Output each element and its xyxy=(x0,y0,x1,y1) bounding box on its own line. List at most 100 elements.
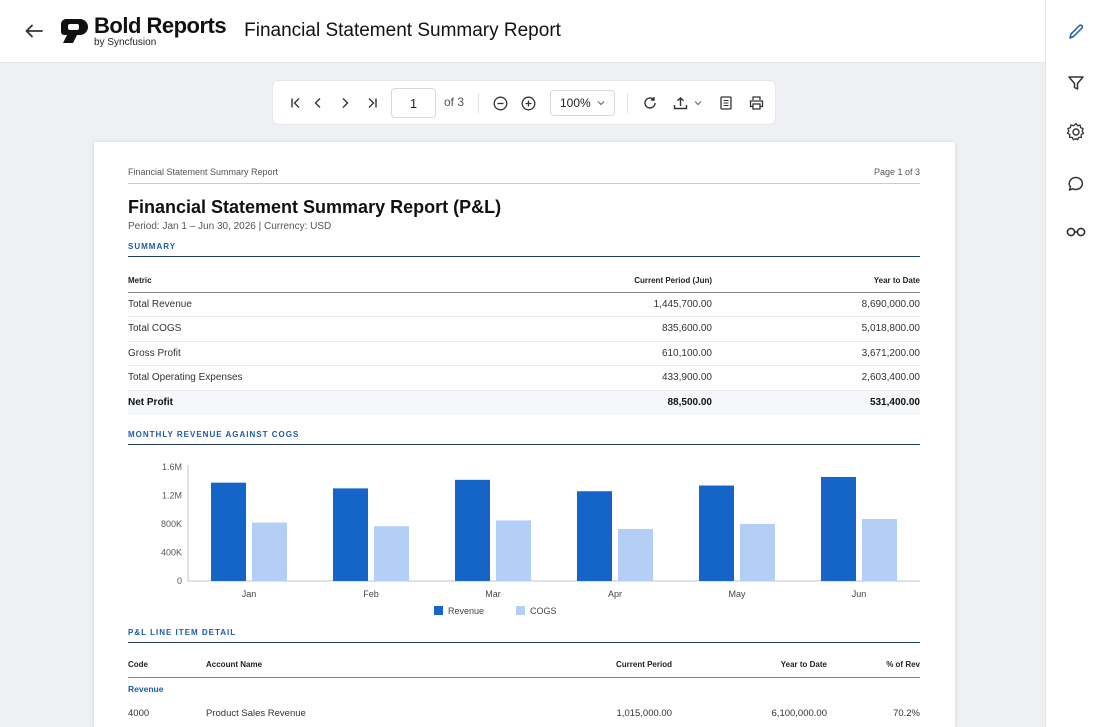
column-header: Current Period (Jun) xyxy=(588,270,712,293)
account-name-cell: Product Sales Revenue xyxy=(206,707,306,719)
ytd-cell: 2,603,400.00 xyxy=(712,365,920,391)
document-icon xyxy=(720,96,732,110)
glasses-icon xyxy=(1066,227,1086,237)
refresh-button[interactable] xyxy=(639,92,661,114)
column-header: Account Name xyxy=(206,652,516,678)
detail-table: Code Account Name Current Period Year to… xyxy=(128,652,920,725)
current-period-cell: 433,900.00 xyxy=(588,365,712,391)
detail-heading: P&L LINE ITEM DETAIL xyxy=(128,628,920,643)
legend-label: Revenue xyxy=(448,606,484,616)
gear-icon xyxy=(1066,122,1085,141)
column-header: Code xyxy=(128,652,206,678)
y-tick-label: 1.2M xyxy=(162,491,182,501)
current-period-cell: 1,445,700.00 xyxy=(588,292,712,317)
chevron-left-icon xyxy=(314,98,321,108)
chart-heading: MONTHLY REVENUE AGAINST COGS xyxy=(128,430,920,445)
arrow-left-icon xyxy=(25,24,43,38)
settings-button[interactable] xyxy=(1063,119,1089,145)
bar-revenue-may xyxy=(699,485,734,581)
code-cell: 4000 xyxy=(128,707,150,719)
last-page-button[interactable] xyxy=(361,92,383,114)
zoom-value: 100% xyxy=(560,96,591,110)
zoom-in-icon xyxy=(521,96,535,110)
current-period-cell: 610,100.00 xyxy=(588,341,712,366)
x-tick-label: May xyxy=(728,589,746,599)
table-row: Total Operating Expenses 433,900.00 2,60… xyxy=(128,365,920,391)
comment-icon xyxy=(1068,176,1084,191)
legend-label: COGS xyxy=(530,606,557,616)
metric-cell: Total COGS xyxy=(128,316,588,342)
printer-icon xyxy=(749,96,763,110)
current-period-cell: 835,600.00 xyxy=(588,316,712,342)
legend-swatch xyxy=(434,606,443,615)
legend-swatch xyxy=(516,606,525,615)
bar-revenue-mar xyxy=(455,479,490,581)
print-layout-button[interactable] xyxy=(715,92,737,114)
previous-page-button[interactable] xyxy=(307,92,329,114)
pencil-icon xyxy=(1069,24,1084,39)
bar-revenue-jan xyxy=(211,482,246,581)
table-row: 4000 Product Sales Revenue 1,015,000.00 … xyxy=(128,701,920,725)
bar-revenue-jun xyxy=(821,476,856,581)
table-row: Total Revenue 1,445,700.00 8,690,000.00 xyxy=(128,292,920,317)
top-bar: Bold Reports by Syncfusion Financial Sta… xyxy=(0,0,1045,63)
last-page-icon xyxy=(368,98,377,108)
report-title: Financial Statement Summary Report (P&L) xyxy=(128,197,502,217)
x-tick-label: Feb xyxy=(363,589,379,599)
percent-rev-cell: 70.2% xyxy=(893,707,920,719)
y-tick-label: 1.6M xyxy=(162,462,182,472)
group-label: Revenue xyxy=(128,684,164,695)
x-tick-label: Jan xyxy=(242,589,257,599)
revenue-cogs-chart: 0 400K 800K 1.2M 1.6M Jan Feb Mar Apr May Jun Reven… xyxy=(161,462,920,616)
brand-subtitle: by Syncfusion xyxy=(94,36,157,48)
ytd-cell: 5,018,800.00 xyxy=(712,316,920,342)
bar-cogs-jan xyxy=(252,522,287,581)
chevron-right-icon xyxy=(342,98,349,108)
column-header: % of Rev xyxy=(827,652,920,678)
filter-button[interactable] xyxy=(1063,70,1089,96)
chevron-down-icon xyxy=(694,101,701,106)
brand-logo: Bold Reports by Syncfusion xyxy=(60,14,227,48)
y-tick-label: 400K xyxy=(161,548,182,558)
zoom-in-button[interactable] xyxy=(517,92,539,114)
x-tick-label: Apr xyxy=(608,589,622,599)
next-page-button[interactable] xyxy=(334,92,356,114)
table-row: Total COGS 835,600.00 5,018,800.00 xyxy=(128,316,920,342)
zoom-out-icon xyxy=(493,96,507,110)
report-period: Period: Jan 1 – Jun 30, 2026 | Currency:… xyxy=(128,221,332,232)
bar-cogs-feb xyxy=(374,526,409,581)
ytd-cell: 6,100,000.00 xyxy=(771,707,827,719)
current-period-cell: 1,015,000.00 xyxy=(616,707,672,719)
metric-cell: Gross Profit xyxy=(128,341,588,366)
zoom-select[interactable]: 100% xyxy=(550,90,615,116)
chevron-down-icon xyxy=(597,101,605,106)
filter-icon xyxy=(1068,76,1084,90)
comment-button[interactable] xyxy=(1063,171,1089,197)
zoom-out-button[interactable] xyxy=(489,92,511,114)
summary-header-row: Metric Current Period (Jun) Year to Date xyxy=(128,270,920,293)
column-header: Year to Date xyxy=(672,652,827,678)
edit-button[interactable] xyxy=(1063,19,1089,45)
ytd-cell: 8,690,000.00 xyxy=(712,292,920,317)
column-header: Current Period xyxy=(516,652,672,678)
page-count: of 3 xyxy=(444,95,465,109)
bar-revenue-apr xyxy=(577,491,612,581)
back-button[interactable] xyxy=(14,11,54,51)
bar-cogs-may xyxy=(740,524,775,581)
metric-cell: Net Profit xyxy=(128,389,588,415)
ytd-cell: 3,671,200.00 xyxy=(712,341,920,366)
right-sidebar xyxy=(1045,0,1104,727)
glasses-button[interactable] xyxy=(1063,219,1089,245)
x-tick-label: Jun xyxy=(852,589,867,599)
first-page-button[interactable] xyxy=(285,92,307,114)
print-button[interactable] xyxy=(745,92,767,114)
column-header: Metric xyxy=(128,270,588,293)
bar-revenue-feb xyxy=(333,488,368,581)
y-tick-label: 0 xyxy=(177,576,182,586)
summary-heading: SUMMARY xyxy=(128,242,920,257)
page-number-input[interactable] xyxy=(391,88,436,118)
metric-cell: Total Operating Expenses xyxy=(128,365,588,391)
net-profit-row: Net Profit 88,500.00 531,400.00 xyxy=(128,389,920,415)
export-button[interactable] xyxy=(667,92,707,114)
refresh-icon xyxy=(644,97,656,109)
